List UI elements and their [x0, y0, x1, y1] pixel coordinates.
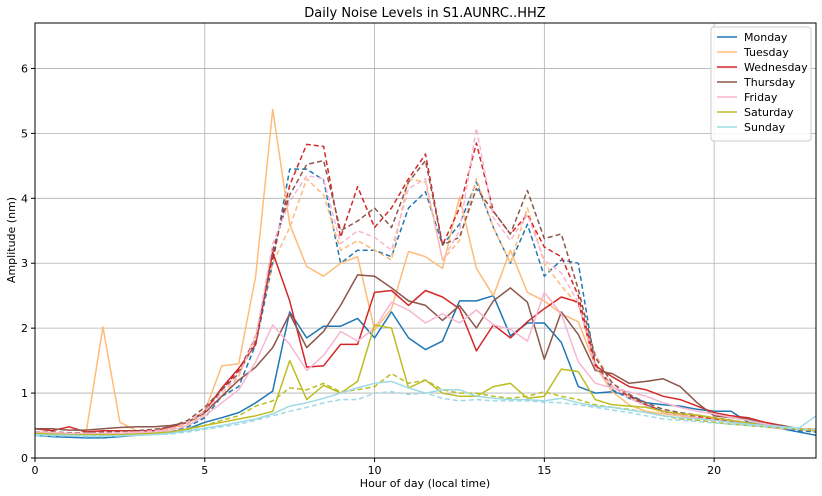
y-tick-label: 4	[21, 192, 28, 205]
y-tick-label: 0	[21, 452, 28, 465]
plot-frame	[34, 22, 817, 459]
legend-label-tuesday: Tuesday	[743, 46, 789, 59]
series-line-wednesday	[34, 251, 817, 433]
series-line-monday-dashed	[34, 168, 817, 436]
legend-label-thursday: Thursday	[743, 76, 796, 89]
legend-label-saturday: Saturday	[744, 106, 794, 119]
y-tick-label: 5	[21, 127, 28, 140]
chart-title: Daily Noise Levels in S1.AUNRC..HHZ	[304, 6, 545, 21]
legend-label-friday: Friday	[744, 91, 778, 104]
y-tick-label: 1	[21, 387, 28, 400]
legend: Monday Tuesday Wednesday Thursday Friday Satu…	[710, 26, 812, 142]
x-tick-label: 15	[537, 464, 551, 477]
legend-label-sunday: Sunday	[744, 121, 786, 134]
series-line-friday-dashed	[34, 127, 817, 435]
series-line-sunday-dashed	[34, 391, 817, 438]
y-axis-label: Amplitude (nm)	[5, 197, 18, 283]
legend-label-monday: Monday	[744, 31, 788, 44]
x-tick-label: 20	[707, 464, 721, 477]
x-axis-label: Hour of day (local time)	[360, 477, 490, 490]
y-tick-label: 6	[21, 62, 28, 75]
x-tick-label: 10	[368, 464, 382, 477]
series-line-sunday	[34, 380, 817, 437]
series-line-tuesday	[34, 108, 816, 435]
legend-label-wednesday: Wednesday	[744, 61, 808, 74]
series-line-thursday-dashed	[35, 159, 817, 434]
series-line-friday	[34, 291, 817, 435]
y-tick-label: 3	[21, 257, 28, 270]
x-tick-label: 5	[201, 464, 208, 477]
series-layer	[34, 108, 817, 439]
series-line-wednesday-dashed	[34, 142, 817, 435]
ticks: 0 5 10 15 20 0 1 2 3 4 5 6	[21, 62, 721, 477]
y-tick-label: 2	[21, 322, 28, 335]
series-line-thursday	[35, 274, 817, 431]
x-tick-label: 0	[32, 464, 39, 477]
